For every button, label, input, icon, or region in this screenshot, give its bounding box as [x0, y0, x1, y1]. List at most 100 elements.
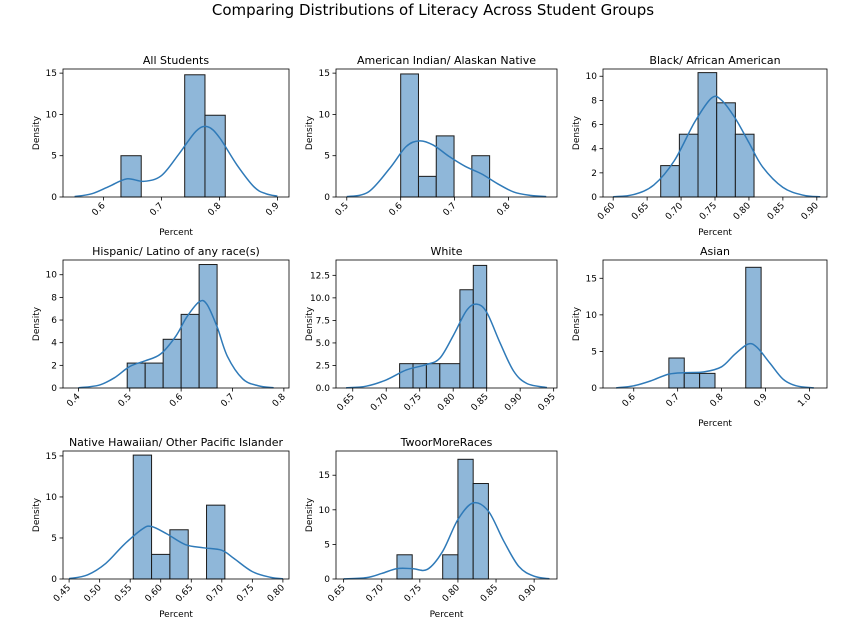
axes-frame — [335, 259, 558, 389]
y-tick-label: 6 — [51, 316, 57, 326]
y-tick-label: 0 — [591, 193, 597, 203]
histogram-bar — [425, 363, 441, 389]
x-tick-label: 0.95 — [537, 392, 558, 413]
y-tick-label: 4 — [51, 339, 57, 349]
y-tick-label: 0 — [324, 575, 330, 585]
x-tick-label: 0.5 — [334, 201, 351, 218]
subplot-8: TwoorMoreRaces 0 5 10 15 0.65 0.70 0.75 0.80 0.85… — [305, 436, 558, 620]
histogram-bar — [457, 458, 474, 580]
y-tick-label: 5 — [324, 152, 330, 162]
x-tick-label: 0.65 — [174, 583, 195, 604]
x-axis-label: Percent — [698, 228, 732, 238]
y-tick-label: 15 — [46, 452, 57, 462]
histogram-bar — [180, 313, 200, 389]
subplot-7: Native Hawaiian/ Other Pacific Islander 0… — [32, 436, 290, 620]
x-tick-label: 0.80 — [266, 583, 287, 604]
axes-frame — [62, 259, 290, 389]
y-tick-label: 0.0 — [316, 384, 331, 394]
histogram-bar — [435, 135, 455, 198]
x-tick-label: 0.65 — [630, 201, 651, 222]
subplot-4: Hispanic/ Latino of any race(s) 0 2 4 6 8 10 0.… — [32, 245, 290, 409]
y-tick-label: 15 — [586, 274, 597, 284]
x-tick-label: 0.6 — [90, 201, 107, 218]
x-tick-label: 0.6 — [621, 392, 638, 409]
subplot-3: Black/ African American 0 2 4 6 8 10 0.60 0.65 0.… — [572, 54, 828, 238]
histogram-bar — [697, 72, 718, 198]
x-tick-label: 0.7 — [442, 201, 459, 218]
y-tick-label: 15 — [46, 69, 57, 79]
x-axis-label: Percent — [698, 419, 732, 429]
y-tick-label: 8 — [51, 293, 57, 303]
x-tick-label: 0.90 — [503, 392, 524, 413]
x-tick-label: 0.85 — [470, 392, 491, 413]
kde-curve — [68, 525, 283, 580]
y-tick-label: 2.5 — [316, 361, 330, 371]
x-tick-label: 0.9 — [752, 392, 769, 409]
y-tick-label: 0 — [51, 575, 57, 585]
y-axis-label: Density — [572, 306, 582, 341]
x-tick-label: 0.85 — [766, 201, 787, 222]
histogram-bar — [399, 363, 414, 389]
y-tick-label: 10 — [46, 110, 58, 120]
x-axis-label: Percent — [430, 610, 464, 620]
x-tick-label: 0.70 — [369, 392, 390, 413]
y-tick-label: 7.5 — [316, 316, 330, 326]
x-tick-label: 0.80 — [436, 392, 457, 413]
y-axis-label: Density — [572, 115, 582, 150]
x-axis-label: Percent — [159, 610, 193, 620]
y-tick-label: 10 — [586, 311, 598, 321]
y-tick-label: 10.0 — [310, 294, 330, 304]
kde-curve — [343, 501, 550, 580]
x-tick-label: 0.8 — [709, 392, 726, 409]
x-tick-label: 0.55 — [113, 583, 134, 604]
x-tick-label: 0.6 — [388, 201, 405, 218]
histogram-bar — [734, 133, 755, 198]
histogram-bar — [660, 165, 680, 198]
axes-frame — [335, 68, 558, 198]
y-axis-label: Density — [305, 115, 315, 150]
y-tick-label: 5 — [51, 152, 57, 162]
histogram-bar — [472, 483, 489, 580]
subplot-5: White 0.0 2.5 5.0 7.5 10.0 12.5 0.65 0.70 0.75 0.8… — [305, 245, 558, 413]
y-axis-label: Density — [32, 115, 42, 150]
y-axis-label: Density — [32, 497, 42, 532]
subplot-title: TwoorMoreRaces — [400, 436, 493, 449]
x-tick-label: 0.90 — [800, 201, 821, 222]
subplot-1: All Students 0 5 10 15 0.6 0.7 0.8 0.9 Percent Den… — [32, 54, 290, 238]
kde-curve — [346, 140, 547, 198]
x-tick-label: 0.75 — [698, 201, 719, 222]
kde-curve — [74, 125, 278, 198]
x-tick-label: 0.70 — [664, 201, 685, 222]
x-tick-label: 0.8 — [206, 201, 223, 218]
y-tick-label: 4 — [591, 145, 597, 155]
x-tick-label: 0.60 — [144, 583, 165, 604]
figure-title: Comparing Distributions of Literacy Acro… — [212, 1, 654, 19]
x-tick-label: 0.60 — [596, 201, 617, 222]
y-axis-label: Density — [32, 306, 42, 341]
y-tick-label: 0 — [591, 384, 597, 394]
x-tick-label: 0.75 — [403, 583, 424, 604]
x-tick-label: 0.7 — [148, 201, 165, 218]
subplot-title: American Indian/ Alaskan Native — [357, 54, 536, 67]
y-tick-label: 5 — [591, 347, 597, 357]
histogram-bar — [417, 175, 437, 198]
x-tick-label: 0.75 — [403, 392, 424, 413]
histogram-bar — [442, 554, 459, 580]
y-tick-label: 2 — [51, 361, 57, 371]
x-tick-label: 0.6 — [168, 392, 185, 409]
x-tick-label: 0.7 — [665, 392, 682, 409]
x-tick-label: 0.65 — [336, 392, 357, 413]
x-tick-label: 0.50 — [83, 583, 104, 604]
subplot-6: Asian 0 5 10 15 0.6 0.7 0.8 0.9 1.0 Percent Density — [572, 245, 828, 429]
x-tick-label: 0.7 — [219, 392, 236, 409]
kde-curve — [616, 342, 814, 389]
kde-curve — [78, 299, 274, 389]
axes-frame — [602, 259, 828, 389]
x-tick-label: 0.75 — [235, 583, 256, 604]
histogram-bar — [198, 264, 218, 389]
y-axis-label: Density — [305, 497, 315, 532]
subplot-title: Black/ African American — [649, 54, 780, 67]
histogram-bar — [439, 363, 461, 389]
histogram-bar — [699, 372, 716, 389]
subplot-title: Hispanic/ Latino of any race(s) — [92, 245, 260, 258]
